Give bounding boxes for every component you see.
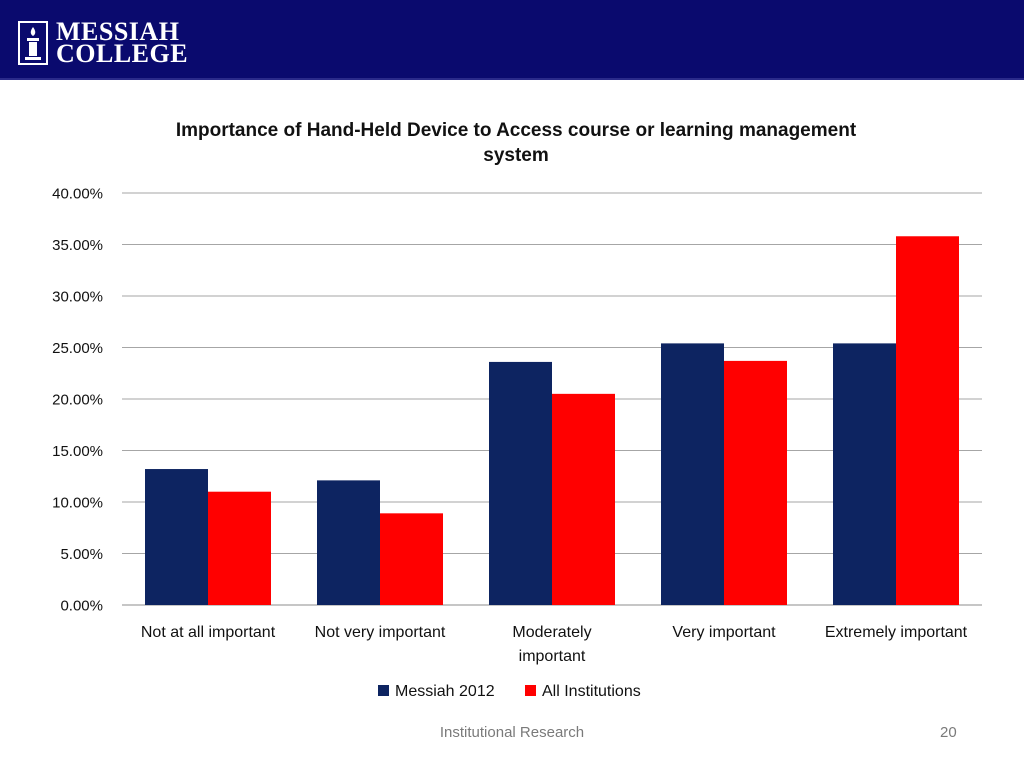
logo-wordmark: MESSIAH COLLEGE bbox=[56, 17, 189, 68]
y-tick-label: 35.00% bbox=[52, 237, 103, 254]
x-tick-label: Not very important bbox=[315, 624, 446, 641]
bar-messiah-2012 bbox=[317, 480, 380, 605]
x-tick-label: important bbox=[519, 648, 586, 665]
x-tick-label: Extremely important bbox=[825, 624, 968, 641]
y-tick-label: 15.00% bbox=[52, 443, 103, 460]
bar-chart: Importance of Hand-Held Device to Access… bbox=[52, 120, 982, 700]
y-tick-label: 25.00% bbox=[52, 340, 103, 357]
bar-messiah-2012 bbox=[833, 343, 896, 605]
page-number: 20 bbox=[940, 724, 957, 741]
legend-label: Messiah 2012 bbox=[395, 683, 495, 700]
legend-label: All Institutions bbox=[542, 683, 641, 700]
y-tick-label: 10.00% bbox=[52, 495, 103, 512]
y-tick-label: 5.00% bbox=[60, 546, 103, 563]
header-band: MESSIAH COLLEGE bbox=[0, 0, 1024, 80]
y-tick-label: 0.00% bbox=[60, 598, 103, 615]
bar-all-institutions bbox=[724, 360, 787, 605]
bar-all-institutions bbox=[380, 513, 443, 605]
x-tick-label: Not at all important bbox=[141, 624, 276, 641]
y-tick-label: 20.00% bbox=[52, 392, 103, 409]
legend-swatch bbox=[525, 685, 536, 696]
bar-all-institutions bbox=[896, 236, 959, 605]
lamp-icon bbox=[18, 21, 48, 65]
y-tick-label: 30.00% bbox=[52, 289, 103, 306]
bar-messiah-2012 bbox=[489, 361, 552, 605]
bar-messiah-2012 bbox=[145, 469, 208, 605]
chart-title: Importance of Hand-Held Device to Access… bbox=[176, 120, 857, 141]
footer-text: Institutional Research bbox=[439, 724, 585, 741]
x-tick-label: Moderately bbox=[512, 624, 591, 641]
logo-line2: COLLEGE bbox=[56, 39, 189, 68]
x-tick-label: Very important bbox=[672, 624, 776, 641]
chart-title: system bbox=[483, 145, 549, 166]
bar-messiah-2012 bbox=[661, 343, 724, 605]
bar-all-institutions bbox=[208, 491, 271, 605]
y-tick-label: 40.00% bbox=[52, 186, 103, 203]
bar-all-institutions bbox=[552, 393, 615, 605]
legend-swatch bbox=[378, 685, 389, 696]
messiah-college-logo: MESSIAH COLLEGE bbox=[18, 18, 188, 68]
logo-line1: MESSIAH bbox=[56, 17, 180, 46]
